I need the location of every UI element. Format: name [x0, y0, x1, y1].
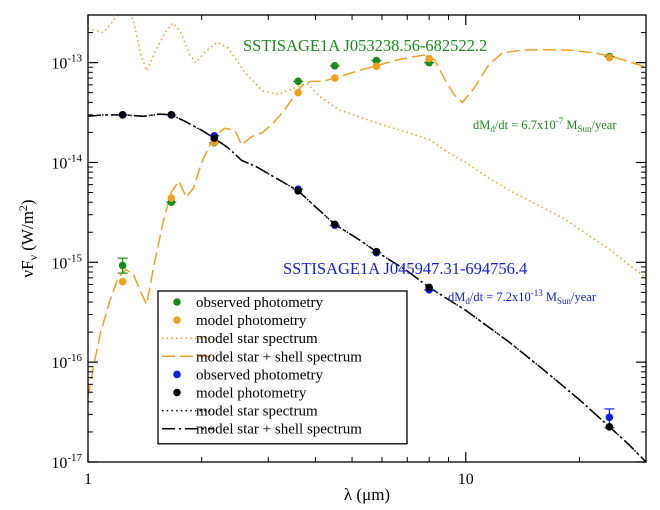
green-source-model-point	[372, 62, 381, 71]
green-source-model-point	[330, 74, 339, 82]
blue-source-observed-point	[605, 413, 614, 422]
y-tick-label: 10-16	[51, 352, 82, 372]
blue-source-mass-loss-rate: dMd/dt = 7.2x10-13 MSun/year	[448, 288, 597, 306]
legend-label: model star + shell spectrum	[196, 422, 362, 438]
green-source-mass-loss-rate: dMd/dt = 6.7x10-7 MSun/year	[473, 116, 617, 134]
green-source-observed-point	[294, 77, 302, 86]
legend-label: observed photometry	[196, 295, 324, 311]
x-axis-title: λ (μm)	[344, 485, 390, 504]
legend-marker	[173, 370, 181, 379]
legend-label: model star spectrum	[196, 404, 318, 420]
legend-label: model photometry	[196, 386, 307, 402]
y-tick-label: 10-15	[51, 252, 82, 272]
blue-source-model-point	[294, 187, 302, 195]
blue-source-model-point	[167, 111, 176, 119]
green-source-model-point	[605, 53, 614, 62]
y-tick-label: 10-17	[51, 452, 82, 472]
blue-source-model-point	[118, 111, 127, 119]
blue-source-model-point	[425, 283, 433, 292]
y-axis-title: νFν (W/m2)	[16, 199, 40, 277]
legend-label: model star + shell spectrum	[196, 349, 362, 365]
y-tick-label: 10-14	[51, 152, 82, 172]
blue-source-name: SSTISAGE1A J045947.31-694756.4	[283, 259, 527, 278]
legend-marker	[173, 388, 181, 397]
blue-source-model-point	[605, 423, 614, 431]
green-source-observed-point	[118, 261, 127, 270]
legend-label: model star spectrum	[196, 331, 318, 347]
x-tick-label: 10	[458, 471, 474, 488]
x-tick-label: 1	[84, 471, 92, 488]
green-source-model-point	[294, 88, 302, 97]
plot-frame	[87, 14, 647, 463]
green-source-model-point	[425, 54, 433, 63]
legend-marker	[173, 298, 181, 306]
blue-source-model-point	[210, 134, 219, 143]
legend-box	[157, 290, 408, 445]
green-source-observed-point	[372, 56, 381, 65]
green-source-name: SSTISAGE1A J053238.56-682522.2	[243, 36, 487, 55]
green-source-model-point	[167, 194, 176, 202]
blue-source-model-point	[330, 220, 339, 229]
legend-label: model photometry	[196, 313, 307, 329]
green-source-star-spectrum-line	[88, 15, 646, 279]
legend-marker	[173, 316, 181, 324]
legend-label: observed photometry	[196, 367, 324, 383]
blue-source-model-point	[372, 247, 381, 256]
y-tick-label: 10-13	[51, 53, 82, 73]
green-source-model-point	[118, 277, 127, 286]
green-source-star-shell-spectrum-line	[88, 48, 646, 397]
green-source-observed-point	[330, 61, 339, 70]
